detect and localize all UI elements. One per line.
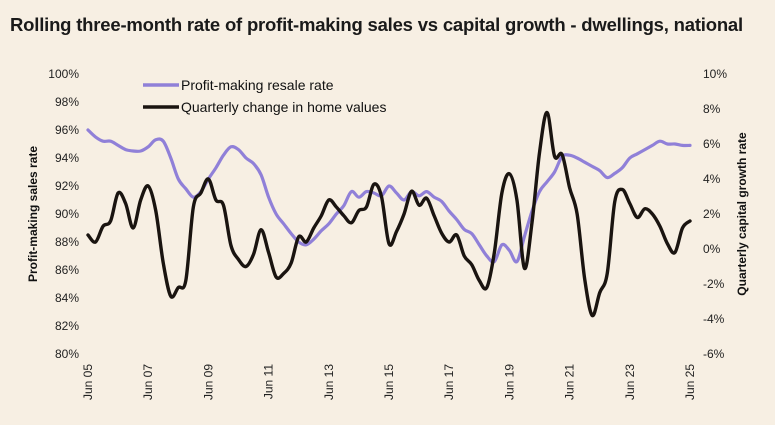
left-tick-label: 82%	[55, 319, 79, 333]
right-tick-label: -2%	[703, 277, 725, 291]
chart-title: Rolling three-month rate of profit-makin…	[10, 14, 743, 35]
left-tick-label: 94%	[55, 151, 79, 165]
right-tick-label: 8%	[703, 102, 721, 116]
left-tick-label: 90%	[55, 207, 79, 221]
right-tick-label: -4%	[703, 312, 725, 326]
plot-lines	[86, 110, 692, 318]
x-axis-ticks: Jun 05 Jun 07 Jun 09 Jun 11 Jun 13 Jun 15 Jun …	[81, 364, 697, 400]
x-tick-label: Jun 05	[81, 364, 95, 400]
x-tick-label: Jun 15	[382, 364, 396, 400]
x-tick-label: Jun 23	[623, 364, 637, 400]
series-line-quarterly-change	[86, 110, 692, 318]
left-tick-label: 98%	[55, 95, 79, 109]
x-tick-label: Jun 07	[141, 364, 155, 400]
right-axis-label: Quarterly capital growth rate	[735, 132, 749, 296]
right-tick-label: 6%	[703, 137, 721, 151]
x-tick-label: Jun 11	[262, 364, 276, 399]
right-tick-label: 10%	[703, 67, 727, 81]
left-tick-label: 88%	[55, 235, 79, 249]
legend-label-profit-making: Profit-making resale rate	[181, 77, 334, 93]
x-tick-label: Jun 25	[683, 364, 697, 400]
x-tick-label: Jun 17	[442, 364, 456, 400]
right-tick-label: 2%	[703, 207, 721, 221]
left-tick-label: 86%	[55, 263, 79, 277]
right-axis-ticks: -6% -4% -2% 0% 2% 4% 6% 8% 10%	[703, 67, 727, 361]
series-line-profit-making-resale-rate	[86, 128, 692, 264]
legend: Profit-making resale rate Quarterly chan…	[143, 77, 386, 115]
x-tick-label: Jun 13	[322, 364, 336, 400]
x-tick-label: Jun 21	[563, 364, 577, 400]
left-tick-label: 100%	[48, 67, 79, 81]
left-tick-label: 96%	[55, 123, 79, 137]
legend-label-quarterly-change: Quarterly change in home values	[181, 99, 386, 115]
left-tick-label: 80%	[55, 347, 79, 361]
x-tick-label: Jun 09	[201, 364, 215, 400]
right-tick-label: -6%	[703, 347, 725, 361]
x-tick-label: Jun 19	[502, 364, 516, 400]
left-axis-label: Profit-making sales rate	[26, 146, 40, 282]
left-tick-label: 92%	[55, 179, 79, 193]
right-tick-label: 0%	[703, 242, 721, 256]
left-axis-ticks: 80% 82% 84% 86% 88% 90% 92% 94% 96% 98% 100%	[48, 67, 79, 361]
left-tick-label: 84%	[55, 291, 79, 305]
right-tick-label: 4%	[703, 172, 721, 186]
